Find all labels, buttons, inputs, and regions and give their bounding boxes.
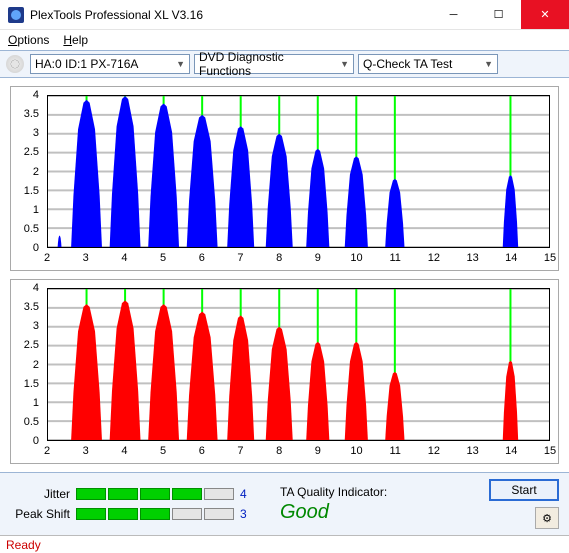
peakshift-value: 3 xyxy=(240,507,254,521)
meter-segment xyxy=(140,488,170,500)
test-select-label: Q-Check TA Test xyxy=(363,57,452,71)
jitter-label: Jitter xyxy=(10,487,70,501)
drive-select[interactable]: HA:0 ID:1 PX-716A ▼ xyxy=(30,54,190,74)
button-column: Start ⚙ xyxy=(489,479,559,529)
ta-label: TA Quality Indicator: xyxy=(280,485,479,499)
chevron-down-icon: ▼ xyxy=(176,59,185,69)
function-select-label: DVD Diagnostic Functions xyxy=(199,50,336,78)
toolbar: HA:0 ID:1 PX-716A ▼ DVD Diagnostic Functi… xyxy=(0,50,569,78)
menu-help[interactable]: Help xyxy=(63,33,88,47)
top-chart: 00.511.522.533.54 23456789101112131415 xyxy=(10,86,559,271)
peakshift-meter: Peak Shift 3 xyxy=(10,507,270,521)
function-select[interactable]: DVD Diagnostic Functions▼ xyxy=(194,54,354,74)
ta-indicator: TA Quality Indicator: Good xyxy=(280,485,479,524)
maximize-button[interactable]: ☐ xyxy=(476,0,521,29)
window-title: PlexTools Professional XL V3.16 xyxy=(30,8,431,22)
app-icon xyxy=(8,7,24,23)
status-area: Jitter 4 Peak Shift 3 TA Quality Indicat… xyxy=(0,472,569,535)
meter-segment xyxy=(204,508,234,520)
jitter-value: 4 xyxy=(240,487,254,501)
statusbar: Ready xyxy=(0,535,569,553)
meter-segment xyxy=(108,488,138,500)
minimize-button[interactable]: ─ xyxy=(431,0,476,29)
meters: Jitter 4 Peak Shift 3 xyxy=(10,487,270,521)
titlebar: PlexTools Professional XL V3.16 ─ ☐ ✕ xyxy=(0,0,569,30)
chevron-down-icon: ▼ xyxy=(340,59,349,69)
menu-options[interactable]: Options xyxy=(8,33,49,47)
meter-segment xyxy=(140,508,170,520)
jitter-meter: Jitter 4 xyxy=(10,487,270,501)
close-button[interactable]: ✕ xyxy=(521,0,569,29)
ta-value: Good xyxy=(280,501,479,524)
window-controls: ─ ☐ ✕ xyxy=(431,0,569,29)
config-button[interactable]: ⚙ xyxy=(535,507,559,529)
meter-segment xyxy=(172,508,202,520)
chevron-down-icon: ▼ xyxy=(484,59,493,69)
bottom-chart: 00.511.522.533.54 23456789101112131415 xyxy=(10,279,559,464)
drive-select-label: HA:0 ID:1 PX-716A xyxy=(35,57,138,71)
chart-area: 00.511.522.533.54 23456789101112131415 0… xyxy=(0,78,569,464)
meter-segment xyxy=(108,508,138,520)
meter-segment xyxy=(76,508,106,520)
meter-segment xyxy=(204,488,234,500)
meter-segment xyxy=(172,488,202,500)
start-button[interactable]: Start xyxy=(489,479,559,501)
menubar: Options Help xyxy=(0,30,569,50)
meter-segment xyxy=(76,488,106,500)
peakshift-label: Peak Shift xyxy=(10,507,70,521)
test-select[interactable]: Q-Check TA Test ▼ xyxy=(358,54,498,74)
disc-icon xyxy=(6,55,24,73)
